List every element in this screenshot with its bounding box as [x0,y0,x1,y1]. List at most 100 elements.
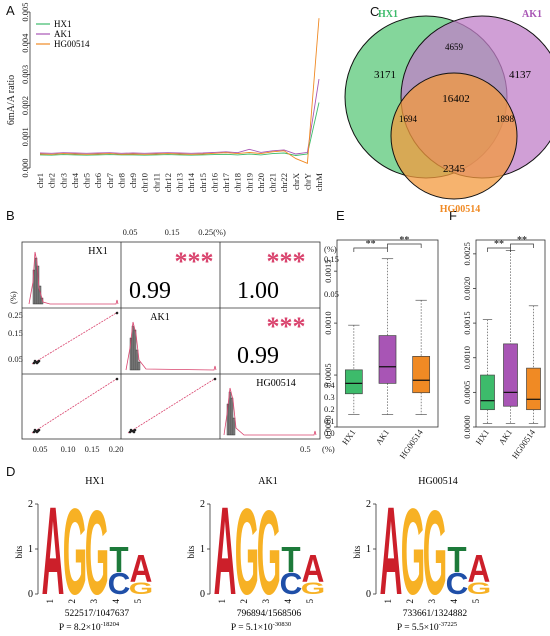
x-tick-label: chrY [302,173,312,190]
logo-position-label: 1 [217,599,227,604]
logo-y-tick: 1 [366,544,371,555]
y-tick-label: 0.003 [20,65,30,84]
panel-e-boxplot: 0.0000 0.0005 0.0010 0.0015 HX1 AK1 HG00514 ** *… [323,235,439,461]
venn-count-ak1-only: 4137 [509,69,532,81]
logo-position-label: 2 [67,599,77,604]
x-tick-label: chr1 [35,173,45,188]
x-tick-label: chr11 [151,173,161,192]
logo-letter-a: A [130,548,153,591]
panel-label-f: F [449,208,457,223]
logo-count: 522517/1047637 [65,609,130,619]
y-tick-label: 0.0015 [323,259,333,282]
panel-label-c: C [370,4,379,19]
corr-value-ak1-hg00514: 0.99 [237,343,279,369]
x-tick-label: chr21 [268,173,278,192]
legend-label: HG00514 [54,39,90,49]
scatter-hg00514-vs-hx1 [31,377,119,434]
significance-label: ** [517,235,527,246]
x-tick-label: HX1 [340,427,358,446]
top-tick: 0.15 [165,227,180,237]
logo-y-tick: 1 [200,544,205,555]
x-tick-label: chr18 [233,173,243,192]
right-tick: 0.0 [324,428,335,438]
x-tick-label: chr13 [175,173,185,192]
y-tick-label: 0.004 [20,33,30,53]
x-tick-label: HG00514 [510,427,538,461]
x-tick-label: chr3 [58,173,68,188]
logo-y-tick: 1 [28,544,33,555]
significance-label: ** [494,239,504,250]
box-ak1 [378,258,397,415]
significance-label: ** [366,239,376,250]
x-tick-label: chr4 [70,172,80,188]
right-tick: 0.15 [324,254,339,264]
series-line-ak1 [39,79,320,155]
corr-sig-hx1-hg00514: *** [267,247,306,276]
y-tick-label: 0.0000 [323,415,333,438]
x-tick-label: chr22 [279,173,289,192]
x-tick-label: chrX [291,173,301,190]
venn-circle-hg00514 [390,72,518,200]
corr-value-hx1-hg00514: 1.00 [237,278,279,304]
x-tick-label: chr8 [116,173,126,188]
y-tick-label: 0.0025 [462,242,472,265]
x-tick-label: chr9 [128,173,138,188]
logo-y-tick: 0 [200,589,205,600]
logo-position-label: 2 [405,599,415,604]
legend-label: HX1 [54,19,72,29]
scatter-ak1-vs-hx1 [31,311,119,365]
logo-letter-g: G [85,486,109,620]
logo-letter-c: C [108,566,131,601]
right-tick: 0.3 [324,392,335,402]
logo-letter-g: G [129,579,153,598]
venn-set-label-ak1: AK1 [522,9,542,20]
series-line-hg00514 [39,18,320,164]
logo-title: HG00514 [418,476,457,487]
panel-c-venn: HX1 AK1 HG00514 3171 4137 4659 16402 169… [344,9,550,215]
logo-letter-g: G [63,483,87,620]
left-tick: (%) [8,291,18,304]
box-hx1 [480,319,495,424]
x-tick-label: chr6 [93,173,103,188]
y-tick-label: 0.0005 [462,381,472,404]
logo-letter-a: A [468,548,491,591]
logo-letter-a: A [302,548,325,591]
logo-letter-g: G [257,486,281,620]
logo-y-label: bits [352,545,362,559]
left-tick: 0.15 [8,328,23,338]
y-tick-label: 0.0010 [462,346,472,369]
logo-count: 796894/1568506 [237,609,302,619]
x-tick-label: chrM [314,173,324,192]
bottom-tick: 0.20 [109,444,124,454]
logo-letter-g: G [235,483,259,620]
venn-count-hx1-only: 3171 [374,69,396,81]
histogram-ak1 [125,321,217,371]
histogram-hx1 [28,251,119,305]
x-tick-label: chr12 [163,173,173,192]
left-tick: 0.25 [8,310,23,320]
legend-label: AK1 [54,29,72,39]
y-tick-label: 0.000 [20,158,30,177]
logo-title: AK1 [258,476,277,487]
diag-label-hx1: HX1 [88,246,107,257]
panel-label-e: E [336,208,345,223]
logo-y-label: bits [186,545,196,559]
scatter-hg00514-vs-ak1 [127,377,217,434]
logo-y-tick: 2 [28,499,33,510]
logo-y-tick: 2 [366,499,371,510]
venn-count-hx1-hg00514: 1694 [399,114,418,124]
logo-letter-g: G [301,579,325,598]
right-tick: (%) [324,244,337,254]
logo-title: HX1 [85,476,104,487]
logo-y-tick: 0 [28,589,33,600]
x-tick-label: HX1 [473,427,491,446]
logo-letter-c: C [446,566,469,601]
box-hx1 [344,324,363,415]
x-tick-label: AK1 [373,427,391,446]
logo-position-label: 2 [239,599,249,604]
logo-letter-g: G [401,483,425,620]
